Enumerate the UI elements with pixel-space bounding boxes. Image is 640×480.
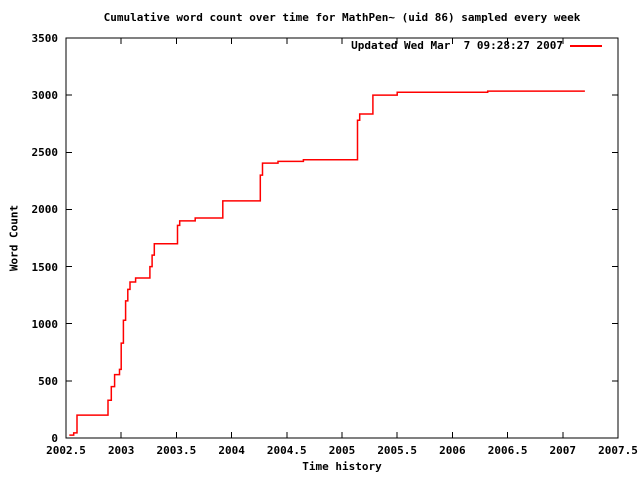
legend: Updated Wed Mar 7 09:28:27 2007 — [351, 40, 602, 52]
x-tick-label: 2003 — [107, 444, 135, 457]
x-tick-label: 2003.5 — [156, 444, 197, 457]
legend-line-sample — [570, 45, 602, 47]
chart-title: Cumulative word count over time for Math… — [103, 11, 581, 24]
x-tick-label: 2002.5 — [46, 444, 86, 457]
y-tick-label: 2500 — [31, 146, 59, 160]
x-tick-label: 2006 — [439, 444, 466, 457]
x-tick-label: 2007 — [549, 444, 577, 457]
data-series-line — [69, 90, 585, 436]
legend-label: Updated Wed Mar 7 09:28:27 2007 — [351, 39, 563, 52]
y-tick-label: 1500 — [31, 260, 59, 274]
y-tick-label: 3000 — [31, 89, 59, 103]
y-tick-label: 1000 — [31, 317, 59, 331]
y-tick-label: 3500 — [31, 32, 59, 45]
x-tick-label: 2005.5 — [377, 444, 418, 457]
x-tick-label: 2005 — [328, 444, 356, 457]
x-tick-label: 2006.5 — [487, 444, 528, 457]
plot-border — [65, 37, 619, 439]
x-tick-label: 2004.5 — [266, 444, 307, 457]
x-tick-label: 2004 — [218, 444, 245, 457]
x-axis-label: Time history — [302, 460, 382, 473]
y-tick-label: 0 — [51, 432, 58, 445]
y-tick-label: 500 — [38, 374, 58, 388]
x-tick-label: 2007.5 — [598, 444, 638, 457]
y-tick-label: 2000 — [31, 203, 59, 217]
